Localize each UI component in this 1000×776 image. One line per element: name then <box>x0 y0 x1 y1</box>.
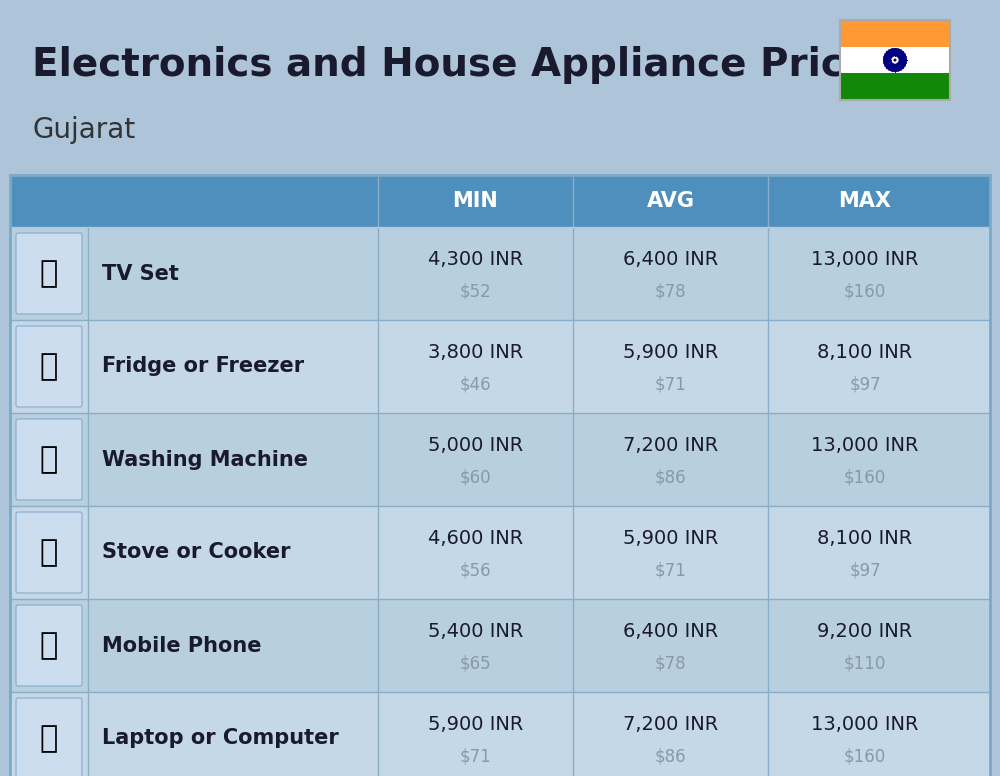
Text: $71: $71 <box>655 562 686 580</box>
FancyBboxPatch shape <box>16 326 82 407</box>
Text: 7,200 INR: 7,200 INR <box>623 715 718 734</box>
FancyBboxPatch shape <box>10 413 990 506</box>
FancyBboxPatch shape <box>10 692 990 776</box>
Text: Mobile Phone: Mobile Phone <box>102 636 262 656</box>
FancyBboxPatch shape <box>10 599 990 692</box>
FancyBboxPatch shape <box>840 20 950 47</box>
FancyBboxPatch shape <box>16 512 82 593</box>
Text: MIN: MIN <box>453 191 498 211</box>
Text: $78: $78 <box>655 282 686 300</box>
Text: AVG: AVG <box>646 191 694 211</box>
Text: $71: $71 <box>655 376 686 393</box>
Text: 9,200 INR: 9,200 INR <box>817 622 913 641</box>
Text: $160: $160 <box>844 282 886 300</box>
Text: $71: $71 <box>460 747 491 765</box>
Text: 13,000 INR: 13,000 INR <box>811 250 919 269</box>
Text: 4,600 INR: 4,600 INR <box>428 529 523 548</box>
Text: 🔥: 🔥 <box>40 538 58 567</box>
FancyBboxPatch shape <box>16 698 82 776</box>
Text: 8,100 INR: 8,100 INR <box>817 343 913 362</box>
Text: 5,900 INR: 5,900 INR <box>623 529 718 548</box>
Text: $97: $97 <box>849 376 881 393</box>
Text: $160: $160 <box>844 469 886 487</box>
Text: $78: $78 <box>655 654 686 673</box>
Text: 13,000 INR: 13,000 INR <box>811 715 919 734</box>
Text: 6,400 INR: 6,400 INR <box>623 622 718 641</box>
Text: Fridge or Freezer: Fridge or Freezer <box>102 356 304 376</box>
Text: 5,400 INR: 5,400 INR <box>428 622 523 641</box>
Text: $60: $60 <box>460 469 491 487</box>
Text: Gujarat: Gujarat <box>32 116 135 144</box>
Text: 🌀: 🌀 <box>40 445 58 474</box>
Text: 3,800 INR: 3,800 INR <box>428 343 523 362</box>
Text: Washing Machine: Washing Machine <box>102 449 308 469</box>
Text: $46: $46 <box>460 376 491 393</box>
FancyBboxPatch shape <box>10 506 990 599</box>
Text: 6,400 INR: 6,400 INR <box>623 250 718 269</box>
Text: 5,900 INR: 5,900 INR <box>428 715 523 734</box>
FancyBboxPatch shape <box>10 175 990 227</box>
Text: 8,100 INR: 8,100 INR <box>817 529 913 548</box>
Text: 5,000 INR: 5,000 INR <box>428 436 523 455</box>
Text: TV Set: TV Set <box>102 264 179 283</box>
FancyBboxPatch shape <box>16 233 82 314</box>
Text: $110: $110 <box>844 654 886 673</box>
Text: Laptop or Computer: Laptop or Computer <box>102 729 339 749</box>
Circle shape <box>883 48 907 72</box>
Text: 📺: 📺 <box>40 259 58 288</box>
Text: 13,000 INR: 13,000 INR <box>811 436 919 455</box>
Text: $65: $65 <box>460 654 491 673</box>
Text: $56: $56 <box>460 562 491 580</box>
FancyBboxPatch shape <box>16 419 82 500</box>
Text: $97: $97 <box>849 562 881 580</box>
Text: $86: $86 <box>655 747 686 765</box>
Text: $86: $86 <box>655 469 686 487</box>
Text: 4,300 INR: 4,300 INR <box>428 250 523 269</box>
FancyBboxPatch shape <box>16 605 82 686</box>
FancyBboxPatch shape <box>10 227 990 320</box>
Text: Electronics and House Appliance Prices: Electronics and House Appliance Prices <box>32 46 893 84</box>
Circle shape <box>891 56 899 64</box>
Circle shape <box>894 58 896 61</box>
Text: 5,900 INR: 5,900 INR <box>623 343 718 362</box>
Text: Stove or Cooker: Stove or Cooker <box>102 542 290 563</box>
FancyBboxPatch shape <box>840 47 950 74</box>
Text: $52: $52 <box>460 282 491 300</box>
Text: 🧊: 🧊 <box>40 352 58 381</box>
FancyBboxPatch shape <box>840 74 950 100</box>
Text: $160: $160 <box>844 747 886 765</box>
Text: 📱: 📱 <box>40 631 58 660</box>
Text: 💻: 💻 <box>40 724 58 753</box>
Text: 7,200 INR: 7,200 INR <box>623 436 718 455</box>
Text: MAX: MAX <box>838 191 892 211</box>
FancyBboxPatch shape <box>10 320 990 413</box>
